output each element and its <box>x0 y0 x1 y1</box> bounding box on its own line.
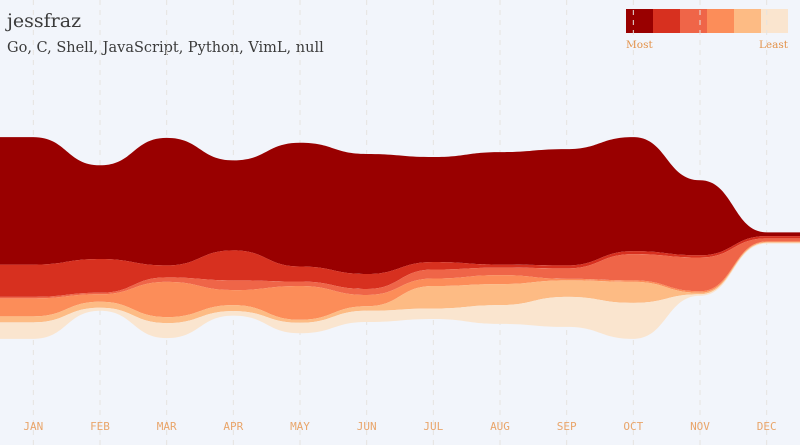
language-list: Go, C, Shell, JavaScript, Python, VimL, … <box>7 40 324 56</box>
month-label-nov: NOV <box>690 420 710 433</box>
page-title: jessfraz <box>7 10 82 32</box>
stream-layers <box>0 137 800 339</box>
month-labels: JAN FEB MAR APR MAY JUN JUL AUG SEP OCT NOV DEC <box>23 420 776 433</box>
layer-python[interactable] <box>0 242 800 324</box>
month-label-aug: AUG <box>490 420 510 433</box>
month-label-apr: APR <box>223 420 243 433</box>
layer-go[interactable] <box>0 137 800 274</box>
month-label-sep: SEP <box>557 420 577 433</box>
layer-viml[interactable] <box>0 242 800 339</box>
month-label-mar: MAR <box>157 420 177 433</box>
month-label-jun: JUN <box>357 420 377 433</box>
legend-swatch-5 <box>734 9 761 33</box>
legend-most-label: Most <box>626 39 653 51</box>
layer-shell[interactable] <box>0 238 800 299</box>
layer-javascript[interactable] <box>0 241 800 320</box>
month-label-feb: FEB <box>90 420 110 433</box>
legend-swatch-1 <box>626 9 653 33</box>
legend-swatch-2 <box>653 9 680 33</box>
legend-swatch-4 <box>707 9 734 33</box>
month-label-dec: DEC <box>757 420 777 433</box>
month-label-jan: JAN <box>23 420 43 433</box>
legend: Most Least <box>626 9 788 53</box>
month-label-may: MAY <box>290 420 310 433</box>
legend-swatches <box>626 9 788 33</box>
legend-swatch-3 <box>680 9 707 33</box>
legend-swatch-6 <box>761 9 788 33</box>
month-label-oct: OCT <box>623 420 643 433</box>
month-label-jul: JUL <box>423 420 443 433</box>
layer-c[interactable] <box>0 236 800 297</box>
